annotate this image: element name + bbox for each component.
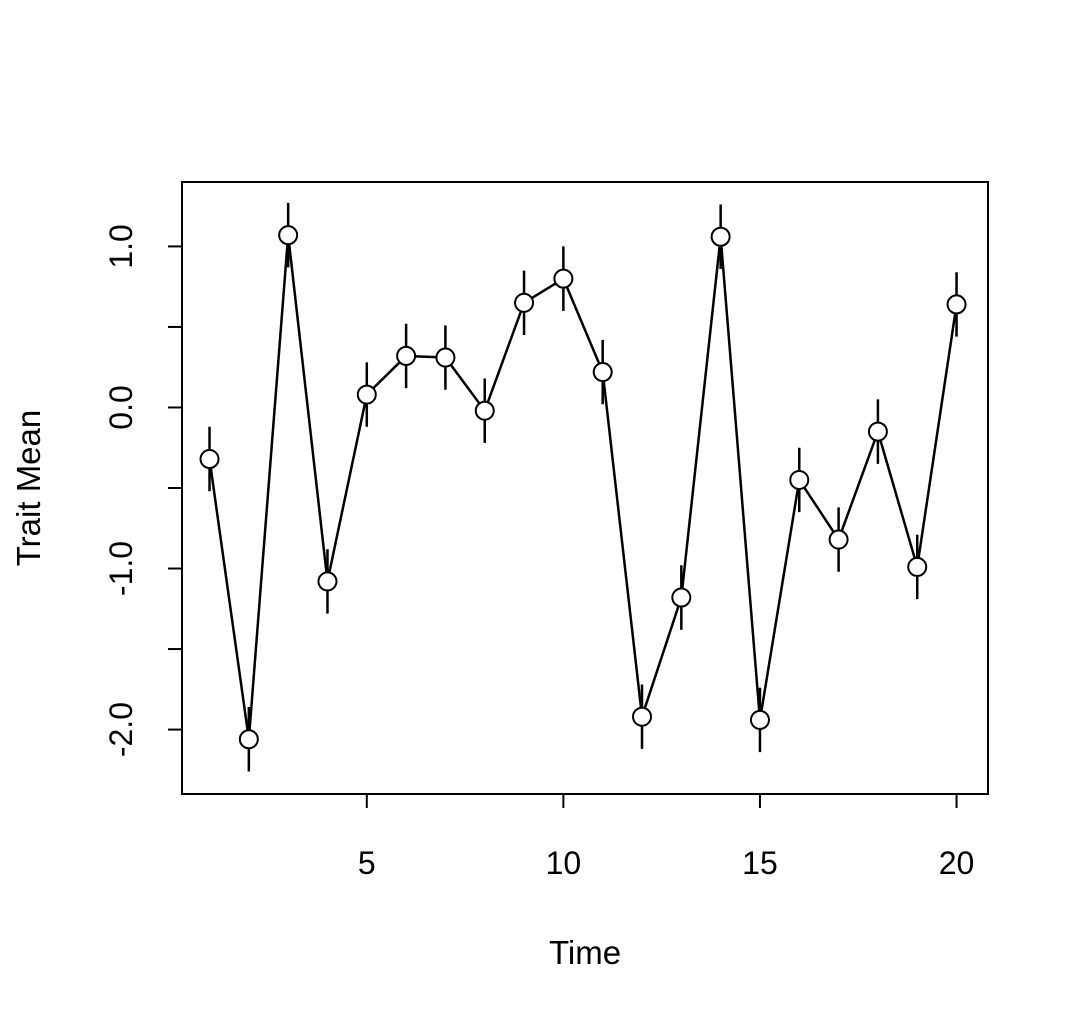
data-point <box>749 709 770 730</box>
y-tick-label: -2.0 <box>103 702 139 757</box>
data-point <box>278 225 299 246</box>
data-point <box>435 347 456 368</box>
x-tick-label: 5 <box>358 845 376 881</box>
y-tick-label: -1.0 <box>103 541 139 596</box>
data-point <box>553 268 574 289</box>
series-line-group <box>208 233 958 741</box>
x-axis-title: Time <box>549 934 621 971</box>
data-point <box>789 469 810 490</box>
data-point <box>592 362 613 383</box>
data-point <box>907 556 928 577</box>
x-tick-label: 15 <box>742 845 778 881</box>
series-line <box>208 233 958 741</box>
data-point <box>710 226 731 247</box>
data-point <box>317 571 338 592</box>
y-tick-label: 0.0 <box>103 385 139 429</box>
data-point <box>828 529 849 550</box>
y-tick-label: 1.0 <box>103 224 139 268</box>
data-point <box>356 384 377 405</box>
error-bars <box>208 202 958 772</box>
data-point <box>632 706 653 727</box>
data-point <box>396 345 417 366</box>
data-points <box>199 225 967 750</box>
x-tick-label: 20 <box>939 845 975 881</box>
data-point <box>867 421 888 442</box>
data-point <box>514 292 535 313</box>
x-tick-label: 10 <box>546 845 582 881</box>
y-axis: -2.0 -1.0 0.0 1.0 <box>103 224 183 757</box>
plot-frame <box>181 181 989 795</box>
x-axis: 5 10 15 20 <box>358 793 975 881</box>
data-point <box>199 449 220 470</box>
data-point <box>671 587 692 608</box>
y-axis-title: Trait Mean <box>10 410 47 567</box>
data-point <box>474 400 495 421</box>
data-point <box>238 729 259 750</box>
data-point <box>946 294 967 315</box>
